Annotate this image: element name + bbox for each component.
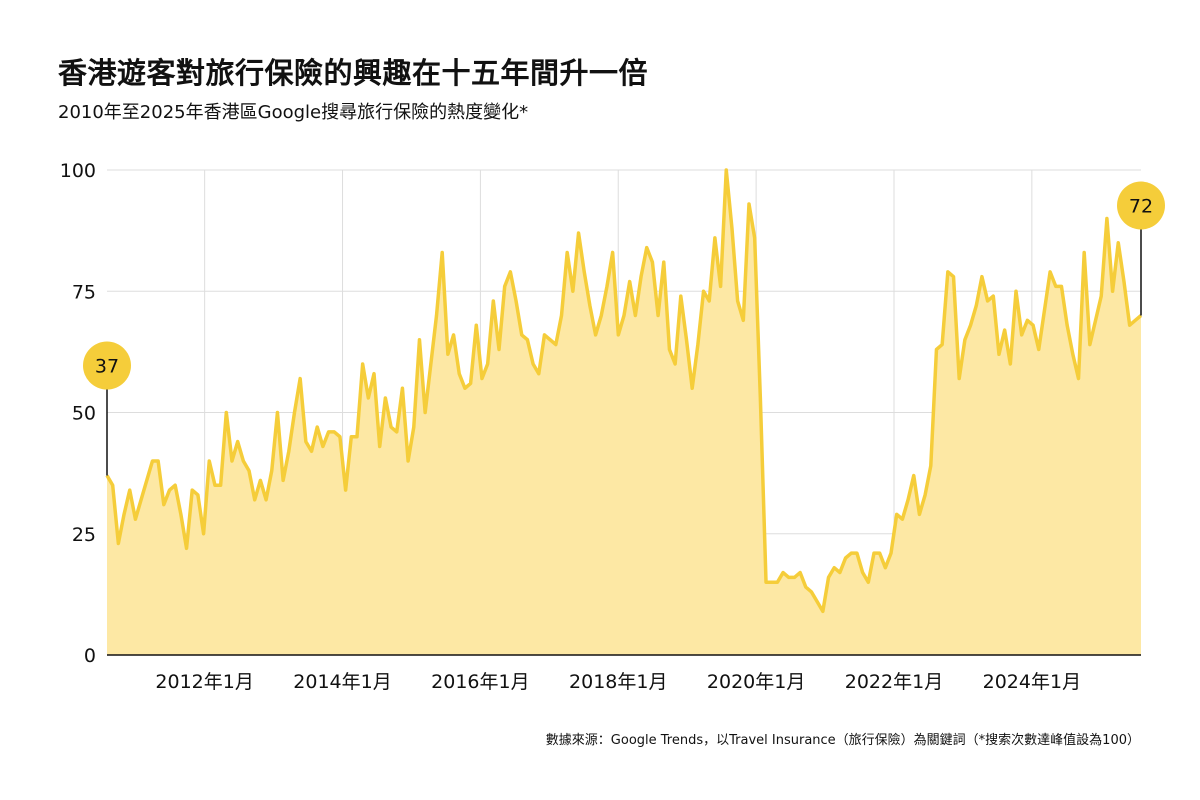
source-note: 數據來源：Google Trends，以Travel Insurance（旅行保… (545, 733, 1140, 748)
x-tick-label: 2014年1月 (293, 671, 391, 693)
series-line (105, 168, 1143, 614)
callout-end: 72 (1117, 181, 1165, 316)
x-axis-labels: 2012年1月 2014年1月 2016年1月 2018年1月 2020年1月 2022年… (155, 671, 1081, 693)
x-tick-label: 2018年1月 (569, 671, 667, 693)
x-tick-label: 2022年1月 (845, 671, 943, 693)
y-axis-labels: 0 25 50 75 100 (60, 160, 96, 667)
y-tick-label: 25 (72, 524, 96, 546)
x-tick-label: 2024年1月 (983, 671, 1081, 693)
callout-badge (1117, 181, 1165, 230)
value-callouts: 37 72 (83, 181, 1165, 476)
y-tick-label: 50 (72, 403, 96, 425)
x-tick-label: 2012年1月 (155, 671, 253, 693)
y-tick-label: 0 (84, 645, 96, 667)
callout-value: 37 (95, 356, 119, 378)
x-tick-label: 2016年1月 (431, 671, 529, 693)
y-tick-label: 75 (72, 281, 96, 303)
area-fill (107, 170, 1141, 655)
chart-subtitle: 2010年至2025年香港區Google搜尋旅行保險的熱度變化* (58, 102, 529, 123)
y-tick-label: 100 (60, 160, 96, 182)
chart-title: 香港遊客對旅行保險的興趣在十五年間升一倍 (58, 56, 649, 90)
x-tick-label: 2020年1月 (707, 671, 805, 693)
callout-start: 37 (83, 341, 131, 476)
callout-badge (83, 341, 131, 390)
callout-value: 72 (1129, 196, 1153, 218)
